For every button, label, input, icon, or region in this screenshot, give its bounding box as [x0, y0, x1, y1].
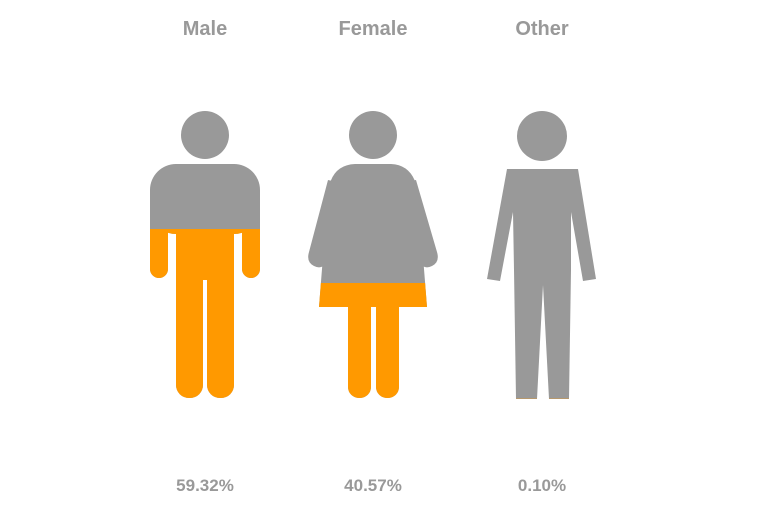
category-label: Female	[339, 18, 408, 40]
value-label: 59.32%	[176, 476, 234, 495]
person-figure-icon	[487, 111, 596, 399]
value-label: 40.57%	[344, 476, 402, 495]
category-label: Male	[183, 18, 227, 40]
value-fill-bar	[487, 398, 596, 399]
figure-base	[308, 111, 438, 398]
figure-base	[487, 111, 596, 399]
value-fill-bar	[308, 283, 438, 398]
value-label: 0.10%	[518, 476, 566, 495]
female-figure-icon	[308, 111, 438, 398]
male-figure-icon	[150, 111, 260, 398]
category-label: Other	[515, 18, 569, 40]
value-fill-bar	[150, 229, 260, 398]
